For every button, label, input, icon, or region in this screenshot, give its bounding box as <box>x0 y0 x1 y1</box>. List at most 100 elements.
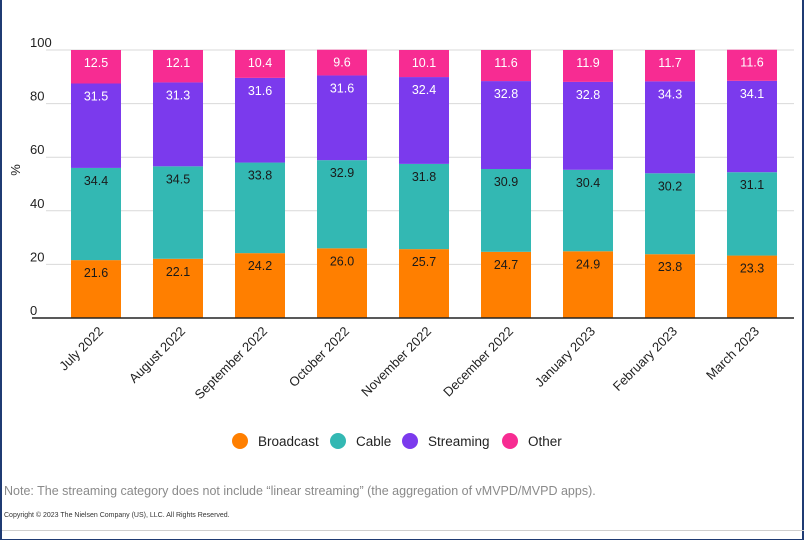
data-label: 11.7 <box>658 56 681 70</box>
data-label: 10.4 <box>248 56 272 70</box>
data-label: 23.3 <box>740 262 764 276</box>
data-label: 22.1 <box>166 265 190 279</box>
data-label: 12.5 <box>84 56 108 70</box>
data-label: 24.2 <box>248 259 272 273</box>
legend-item-other: Other <box>502 433 562 449</box>
data-label: 21.6 <box>84 266 108 280</box>
data-label: 11.6 <box>494 56 517 70</box>
bars: 21.6 34.4 31.5 12.5 22.1 34.5 31.3 12.1 24.2 33.8… <box>71 49 777 318</box>
copyright-text: Copyright © 2023 The Nielsen Company (US… <box>4 512 230 519</box>
bar-segment-other <box>727 49 777 81</box>
data-label: 32.8 <box>576 88 600 102</box>
data-label: 31.1 <box>740 178 764 192</box>
data-label: 31.5 <box>84 90 108 104</box>
data-label: 11.9 <box>576 56 599 70</box>
data-label: 33.8 <box>248 169 272 183</box>
bar-segment-broadcast <box>563 251 613 318</box>
bar-segment-broadcast <box>399 249 449 318</box>
bar-segment-cable <box>727 172 777 256</box>
data-label: 32.9 <box>330 166 354 180</box>
bar-segment-streaming <box>727 80 777 173</box>
bar-segment-broadcast <box>71 260 121 318</box>
bar-segment-other <box>645 50 695 82</box>
bar-segment-streaming <box>71 83 121 168</box>
data-label: 30.2 <box>658 179 682 193</box>
data-label: 34.4 <box>84 174 108 188</box>
bar-segment-other <box>317 49 367 76</box>
y-tick-label: 100 <box>30 35 52 50</box>
y-tick-label: 0 <box>30 303 37 318</box>
bar-segment-streaming <box>235 77 285 163</box>
x-tick-label: December 2022 <box>440 324 516 400</box>
bar-segment-other <box>399 50 449 78</box>
x-tick-label: October 2022 <box>286 324 352 390</box>
bar-segment-streaming <box>645 81 695 174</box>
y-tick-label: 60 <box>30 142 44 157</box>
legend-item-broadcast: Broadcast <box>232 433 319 449</box>
y-tick-label: 40 <box>30 196 44 211</box>
y-axis-label: % <box>8 164 23 176</box>
data-label: 10.1 <box>412 56 436 70</box>
bar-segment-cable <box>481 168 531 252</box>
divider <box>2 530 804 531</box>
bar-segment-broadcast <box>317 248 367 318</box>
bar-segment-streaming <box>481 81 531 169</box>
data-label: 9.6 <box>333 56 350 70</box>
x-tick-label: February 2023 <box>610 324 680 394</box>
data-label: 31.3 <box>166 88 190 102</box>
legend-label: Streaming <box>428 434 490 449</box>
y-tick-label: 80 <box>30 89 44 104</box>
legend-swatch <box>330 433 346 449</box>
bar-segment-broadcast <box>481 251 531 318</box>
data-label: 31.6 <box>248 84 272 98</box>
bar-segment-streaming <box>563 81 613 170</box>
bar-segment-broadcast <box>153 258 203 318</box>
data-label: 31.8 <box>412 170 436 184</box>
data-label: 34.1 <box>740 87 764 101</box>
data-label: 11.6 <box>740 56 763 70</box>
legend: Broadcast Cable Streaming Other <box>232 433 562 449</box>
data-label: 12.1 <box>166 56 190 70</box>
data-label: 25.7 <box>412 255 436 269</box>
bar-segment-broadcast <box>235 253 285 318</box>
data-label: 30.9 <box>494 175 518 189</box>
legend-label: Broadcast <box>258 434 319 449</box>
legend-item-streaming: Streaming <box>402 433 490 449</box>
stacked-bar-chart: 0 20 40 60 80 100% 21.6 34.4 31.5 12.5 22.1 34.5 31… <box>8 35 794 449</box>
x-tick-label: September 2022 <box>192 324 271 403</box>
data-label: 24.7 <box>494 258 518 272</box>
x-tick-label: March 2023 <box>703 324 762 383</box>
bar-segment-other <box>563 50 613 82</box>
bar-segment-other <box>481 50 531 82</box>
bar-segment-other <box>71 50 121 84</box>
bar-segment-cable <box>153 166 203 259</box>
legend-label: Cable <box>356 434 391 449</box>
bar-segment-broadcast <box>727 255 777 318</box>
x-axis: July 2022 August 2022 September 2022 Octobe… <box>32 317 794 403</box>
bar-segment-cable <box>235 162 285 254</box>
bar-segment-cable <box>399 163 449 250</box>
bar-segment-broadcast <box>645 254 695 318</box>
bar-segment-cable <box>317 160 367 249</box>
data-label: 34.3 <box>658 87 682 101</box>
x-tick-label: August 2022 <box>126 324 188 386</box>
legend-swatch <box>232 433 248 449</box>
y-tick-label: 20 <box>30 249 44 264</box>
x-tick-label: November 2022 <box>358 324 434 400</box>
data-label: 24.9 <box>576 257 600 271</box>
data-label: 32.4 <box>412 83 436 97</box>
data-label: 23.8 <box>658 260 682 274</box>
legend-swatch <box>502 433 518 449</box>
data-label: 26.0 <box>330 254 354 268</box>
legend-label: Other <box>528 434 562 449</box>
data-label: 30.4 <box>576 176 600 190</box>
data-label: 34.5 <box>166 172 190 186</box>
bar-segment-cable <box>71 167 121 261</box>
footnote: Note: The streaming category does not in… <box>4 484 596 498</box>
bar-segment-cable <box>563 169 613 252</box>
y-axis: 0 20 40 60 80 100% <box>8 35 52 318</box>
bar-segment-streaming <box>317 75 367 161</box>
data-label: 32.8 <box>494 87 518 101</box>
bar-segment-streaming <box>399 77 449 164</box>
